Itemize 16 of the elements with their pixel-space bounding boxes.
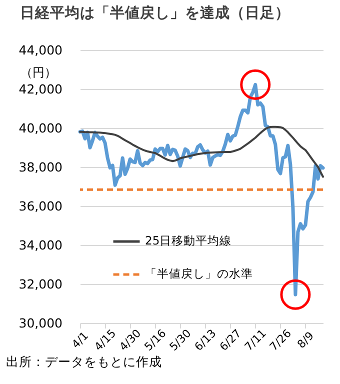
chart-title: 日経平均は「半値戻し」を達成（日足） bbox=[20, 4, 290, 22]
y-tick-label: 34,000 bbox=[18, 238, 63, 252]
y-tick-label: 44,000 bbox=[18, 42, 63, 58]
legend-label: 「半値戻し」の水準 bbox=[145, 266, 253, 280]
text: 出所：データをもとに作成 bbox=[6, 354, 162, 371]
y-tick-label: 36,000 bbox=[18, 198, 63, 214]
x-tick-label: 8/9 bbox=[294, 329, 316, 351]
y-tick-label: 32,000 bbox=[18, 276, 63, 292]
legend-label: 25日移動平均線 bbox=[145, 234, 232, 248]
line-series bbox=[79, 126, 324, 178]
y-tick-label: 38,000 bbox=[18, 160, 63, 174]
y-tick-label: 40,000 bbox=[18, 120, 63, 136]
x-tick-label: 4/1 bbox=[69, 329, 91, 351]
y-tick-label: 42,000 bbox=[18, 82, 63, 96]
y-axis-title: （円） bbox=[20, 66, 56, 80]
y-tick-label: 30,000 bbox=[18, 316, 63, 330]
